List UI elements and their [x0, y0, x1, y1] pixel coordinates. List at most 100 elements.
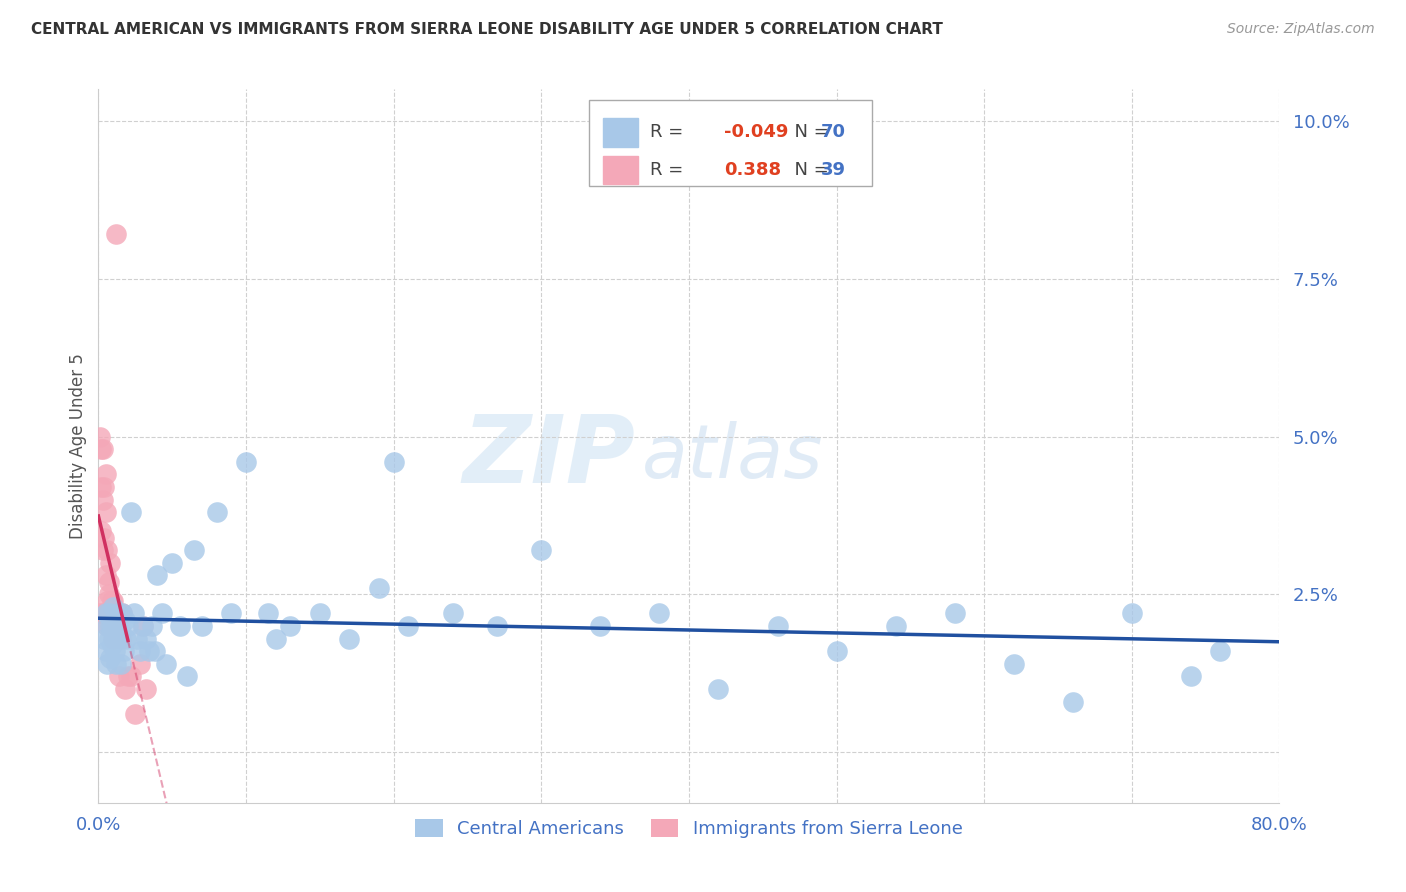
Point — [191, 619, 214, 633]
Point — [90, 524, 112, 539]
Point — [107, 632, 129, 646]
Point — [108, 669, 131, 683]
Y-axis label: Disability Age Under 5: Disability Age Under 5 — [69, 353, 87, 539]
Point — [89, 429, 111, 443]
Point — [112, 644, 135, 658]
Point — [589, 619, 612, 633]
Point — [90, 442, 112, 457]
Point — [96, 619, 118, 633]
Point — [100, 619, 122, 633]
Point — [398, 619, 420, 633]
Point — [114, 682, 136, 697]
Point — [280, 619, 302, 633]
Point — [103, 632, 125, 646]
Point — [943, 607, 966, 621]
Point — [96, 619, 118, 633]
Text: Source: ZipAtlas.com: Source: ZipAtlas.com — [1227, 22, 1375, 37]
Point — [93, 607, 115, 621]
Point — [94, 568, 117, 582]
Point — [105, 227, 128, 242]
Text: 39: 39 — [821, 161, 846, 179]
Point — [486, 619, 509, 633]
Point — [111, 607, 134, 621]
Text: 70: 70 — [821, 123, 846, 142]
Point — [530, 543, 553, 558]
Text: N =: N = — [783, 123, 835, 142]
Point — [120, 505, 142, 519]
Point — [125, 632, 148, 646]
Point — [257, 607, 280, 621]
Text: R =: R = — [650, 123, 689, 142]
Point — [309, 607, 332, 621]
Text: CENTRAL AMERICAN VS IMMIGRANTS FROM SIERRA LEONE DISABILITY AGE UNDER 5 CORRELAT: CENTRAL AMERICAN VS IMMIGRANTS FROM SIER… — [31, 22, 943, 37]
Point — [94, 467, 117, 482]
Point — [1209, 644, 1232, 658]
Point — [122, 607, 145, 621]
Point — [97, 607, 120, 621]
Point — [98, 619, 121, 633]
Point — [97, 587, 120, 601]
Point — [1180, 669, 1202, 683]
Point — [115, 632, 138, 646]
Point — [105, 657, 128, 671]
Point — [97, 632, 120, 646]
Point — [107, 607, 129, 621]
Point — [155, 657, 177, 671]
Point — [104, 613, 127, 627]
FancyBboxPatch shape — [589, 100, 872, 186]
Point — [162, 556, 183, 570]
Point — [96, 593, 118, 607]
Point — [110, 657, 132, 671]
Point — [132, 619, 155, 633]
Point — [1121, 607, 1143, 621]
Point — [138, 644, 160, 658]
Point — [103, 593, 125, 607]
Point — [111, 607, 134, 621]
Point — [93, 632, 115, 646]
Point — [441, 607, 464, 621]
Point — [100, 619, 122, 633]
Point — [143, 644, 166, 658]
Point — [91, 442, 114, 457]
Point — [124, 707, 146, 722]
Point — [150, 607, 173, 621]
Point — [98, 607, 121, 621]
Point — [1002, 657, 1025, 671]
Point — [766, 619, 789, 633]
Point — [104, 644, 127, 658]
Text: 0.388: 0.388 — [724, 161, 782, 179]
Point — [120, 669, 142, 683]
Point — [117, 669, 139, 683]
Point — [1062, 695, 1084, 709]
Point — [96, 543, 118, 558]
Text: -0.049: -0.049 — [724, 123, 789, 142]
Point — [110, 625, 132, 640]
Point — [110, 632, 132, 646]
Text: ZIP: ZIP — [463, 410, 636, 503]
Point — [707, 682, 730, 697]
Point — [135, 632, 157, 646]
Point — [90, 480, 112, 494]
Point — [98, 619, 121, 633]
Point — [235, 455, 257, 469]
Point — [107, 607, 129, 621]
Point — [382, 455, 405, 469]
Point — [368, 581, 391, 595]
Text: N =: N = — [783, 161, 835, 179]
Bar — [603, 156, 638, 185]
Point — [100, 593, 122, 607]
Point — [264, 632, 287, 646]
Point — [105, 625, 128, 640]
Point — [884, 619, 907, 633]
Point — [94, 607, 117, 621]
Point — [91, 543, 114, 558]
Point — [141, 619, 163, 633]
Point — [108, 619, 131, 633]
Point — [128, 657, 150, 671]
Bar — [603, 118, 638, 146]
Point — [135, 682, 157, 697]
Point — [98, 556, 121, 570]
Point — [103, 632, 125, 646]
Point — [146, 568, 169, 582]
Point — [205, 505, 228, 519]
